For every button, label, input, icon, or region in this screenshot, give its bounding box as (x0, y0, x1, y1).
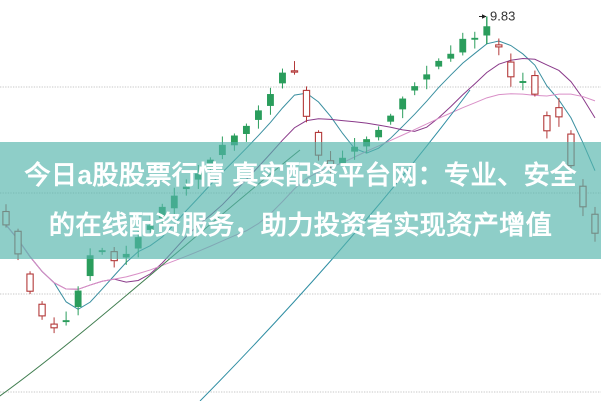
svg-text:9.83: 9.83 (490, 9, 515, 24)
